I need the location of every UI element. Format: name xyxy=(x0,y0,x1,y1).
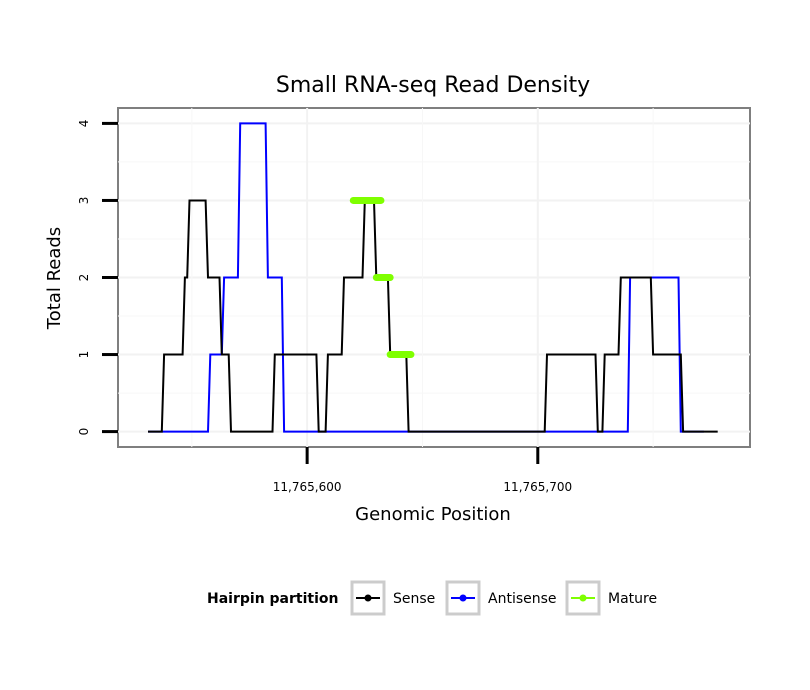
antisense-line xyxy=(148,122,704,433)
x-tick-label: 11,765,700 xyxy=(503,480,572,494)
legend: Hairpin partition Sense Antisense Mature xyxy=(207,580,657,616)
y-tick-label: 4 xyxy=(77,120,91,128)
legend-key-point xyxy=(579,594,587,602)
x-axis-title: Genomic Position xyxy=(355,504,511,525)
legend-key-point xyxy=(364,594,372,602)
y-axis-title: Total Reads xyxy=(44,227,65,330)
legend-label-sense: Sense xyxy=(393,591,435,607)
y-tick-label: 3 xyxy=(77,197,91,205)
legend-item-mature: Mature xyxy=(565,580,657,616)
y-tick-label: 1 xyxy=(77,351,91,359)
series-lines xyxy=(148,122,718,433)
legend-key-point xyxy=(459,594,467,602)
y-tick-label: 2 xyxy=(77,274,91,282)
legend-label-antisense: Antisense xyxy=(488,591,557,607)
legend-label-mature: Mature xyxy=(608,591,657,607)
legend-title: Hairpin partition xyxy=(207,591,338,607)
y-axis: 0 1 2 3 4 xyxy=(77,120,118,436)
y-tick-label: 0 xyxy=(77,428,91,436)
x-tick-label: 11,765,600 xyxy=(273,480,342,494)
chart-title: Small RNA-seq Read Density xyxy=(276,73,590,98)
x-axis: 11,765,600 11,765,700 xyxy=(273,447,572,494)
legend-item-antisense: Antisense xyxy=(445,580,557,616)
sense-line xyxy=(148,199,718,433)
legend-item-sense: Sense xyxy=(350,580,435,616)
